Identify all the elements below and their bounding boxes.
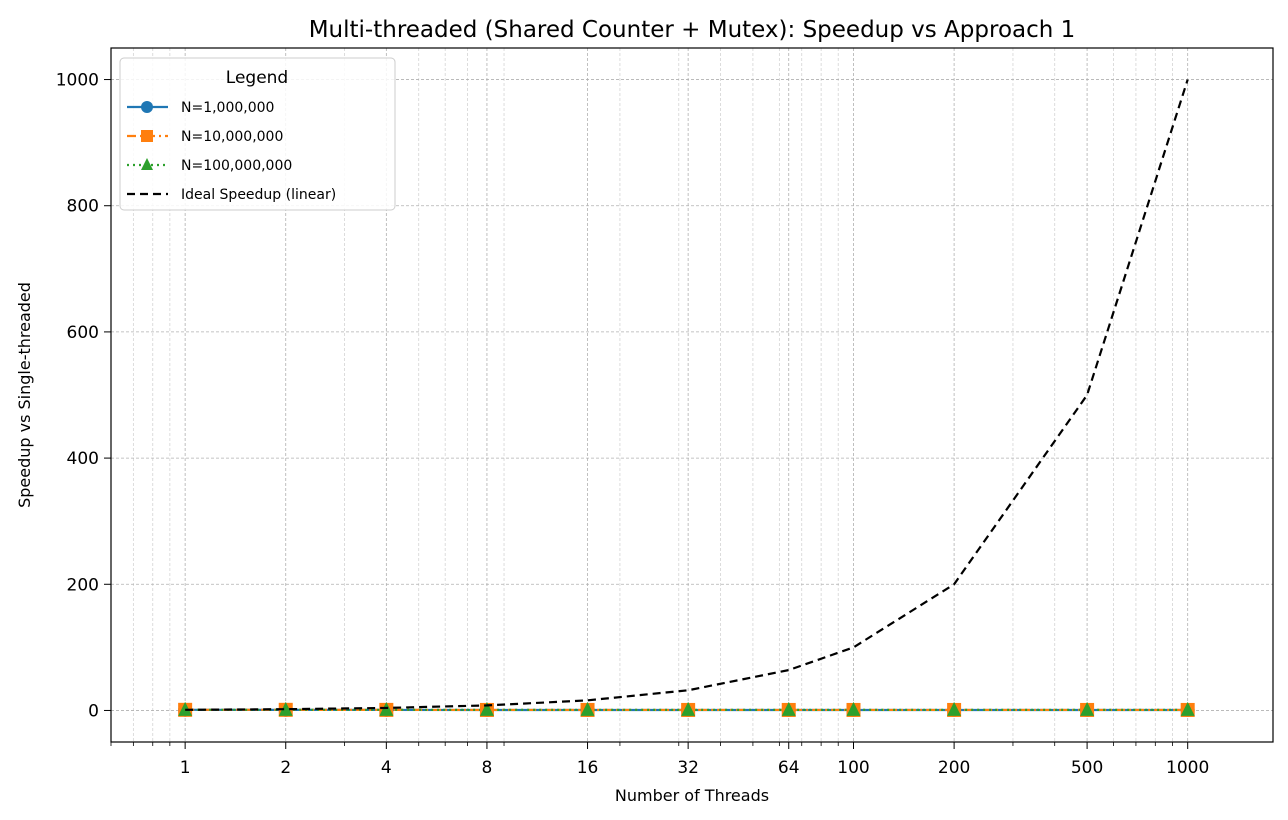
data-point xyxy=(947,701,962,716)
data-point xyxy=(846,701,861,716)
legend: Legend N=1,000,000 N=10,000,000 N=100,000,… xyxy=(119,57,396,211)
y-tick-label: 0 xyxy=(88,701,99,721)
legend-label: N=1,000,000 xyxy=(181,100,274,116)
x-tick-label: 16 xyxy=(577,758,599,778)
x-tick-label: 2 xyxy=(280,758,291,778)
legend-swatch-marker xyxy=(141,130,153,142)
data-point xyxy=(580,701,595,716)
x-tick-label: 100 xyxy=(837,758,869,778)
legend-entry: N=1,000,000 xyxy=(127,100,274,116)
x-tick-label: 8 xyxy=(482,758,493,778)
y-axis-label: Speedup vs Single-threaded xyxy=(15,282,34,508)
legend-entry: Ideal Speedup (linear) xyxy=(127,187,336,203)
x-tick-label: 1 xyxy=(180,758,191,778)
data-point xyxy=(479,701,494,716)
y-tick-label: 1000 xyxy=(56,71,99,91)
legend-swatch-marker xyxy=(141,101,153,113)
y-axis-ticks: 0 200 400 600 800 1000 xyxy=(56,71,111,721)
x-tick-label: 32 xyxy=(677,758,699,778)
data-point xyxy=(681,701,696,716)
legend-label: N=10,000,000 xyxy=(181,129,283,145)
data-point xyxy=(1080,701,1095,716)
legend-label: Ideal Speedup (linear) xyxy=(181,187,336,203)
legend-entry: N=100,000,000 xyxy=(127,158,292,174)
x-axis-ticks: 1 2 4 8 16 32 64 100 200 500 1000 xyxy=(110,742,1209,778)
chart-title: Multi-threaded (Shared Counter + Mutex):… xyxy=(309,17,1076,43)
x-tick-label: 4 xyxy=(381,758,392,778)
legend-label: N=100,000,000 xyxy=(181,158,292,174)
series-layer xyxy=(178,79,1195,718)
legend-title: Legend xyxy=(226,68,288,88)
x-tick-label: 1000 xyxy=(1166,758,1209,778)
data-point xyxy=(1180,701,1195,716)
legend-box xyxy=(119,57,396,211)
y-tick-label: 600 xyxy=(67,323,99,343)
y-tick-label: 200 xyxy=(67,575,99,595)
legend-swatch-marker xyxy=(141,158,153,170)
legend-entry: N=10,000,000 xyxy=(127,129,283,145)
x-axis-label: Number of Threads xyxy=(615,786,769,805)
data-point xyxy=(278,701,293,716)
legend-entries: N=1,000,000 N=10,000,000 N=100,000,000 Idea… xyxy=(127,100,336,203)
x-tick-label: 200 xyxy=(938,758,970,778)
data-point xyxy=(781,701,796,716)
y-tick-label: 800 xyxy=(67,197,99,217)
x-tick-label: 500 xyxy=(1071,758,1103,778)
plot-frame xyxy=(110,47,1274,743)
y-tick-label: 400 xyxy=(67,449,99,469)
x-tick-label: 64 xyxy=(778,758,800,778)
